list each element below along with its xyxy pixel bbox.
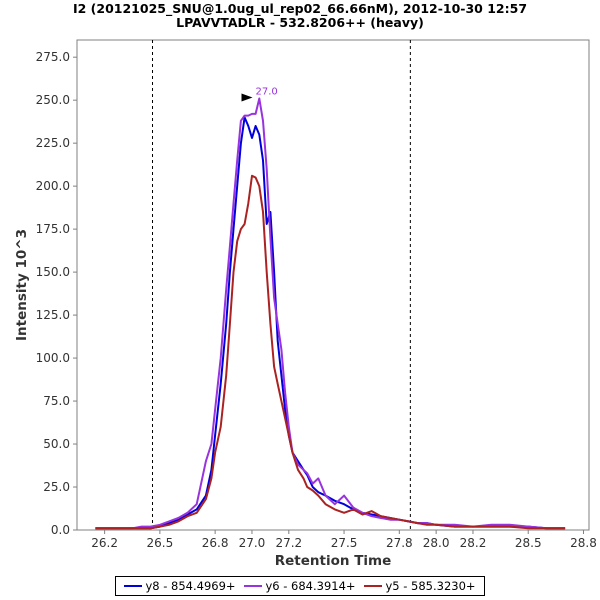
chart-legend: y8 - 854.4969+ y6 - 684.3914+ y5 - 585.3… — [115, 576, 485, 596]
legend-swatch-y8 — [124, 585, 143, 587]
y-tick-label: 200.0 — [36, 179, 70, 193]
chart-subtitle: LPAVVTADLR - 532.8206++ (heavy) — [176, 15, 424, 30]
plot-area-frame — [76, 39, 590, 531]
series-line-y8 — [95, 116, 566, 530]
x-tick-label: 27.5 — [331, 536, 358, 550]
legend-label-y5: y5 - 585.3230+ — [385, 579, 476, 593]
y-tick-label: 225.0 — [36, 136, 70, 150]
y-tick-label: 0.0 — [51, 523, 70, 537]
x-tick-label: 28.5 — [515, 536, 542, 550]
y-axis-label: Intensity 10^3 — [14, 229, 30, 341]
peak-arrow-icon — [241, 93, 253, 102]
chromatogram-chart: 27.0 0.0 25.0 50.0 75.0 100.0 125.0 150.0 175.0… — [14, 39, 597, 569]
legend-swatch-y6 — [244, 585, 263, 587]
y-tick-label: 175.0 — [36, 222, 70, 236]
series-line-y5 — [95, 174, 566, 530]
y-tick-label: 125.0 — [36, 308, 70, 322]
legend-item-y6: y6 - 684.3914+ — [244, 579, 356, 593]
x-tick-label: 28.2 — [460, 536, 487, 550]
y-tick-label: 75.0 — [43, 394, 70, 408]
x-tick-label: 28.0 — [423, 536, 450, 550]
legend-swatch-y5 — [364, 585, 383, 587]
chart-title: I2 (20121025_SNU@1.0ug_ul_rep02_66.66nM)… — [72, 1, 528, 16]
y-tick-label: 250.0 — [36, 93, 70, 107]
legend-label-y6: y6 - 684.3914+ — [265, 579, 356, 593]
y-tick-label: 50.0 — [43, 437, 70, 451]
legend-item-y8: y8 - 854.4969+ — [124, 579, 236, 593]
series-line-y6 — [95, 97, 566, 530]
y-tick-label: 275.0 — [36, 50, 70, 64]
y-tick-label: 25.0 — [43, 480, 70, 494]
x-axis-label: Retention Time — [275, 553, 392, 569]
legend-label-y8: y8 - 854.4969+ — [145, 579, 236, 593]
y-tick-label: 150.0 — [36, 265, 70, 279]
legend-item-y5: y5 - 585.3230+ — [364, 579, 476, 593]
x-tick-label: 27.0 — [239, 536, 266, 550]
x-tick-label: 27.2 — [275, 536, 302, 550]
x-tick-label: 26.2 — [91, 536, 118, 550]
y-tick-label: 100.0 — [36, 351, 70, 365]
x-tick-label: 26.5 — [147, 536, 174, 550]
peak-annotation-label: 27.0 — [255, 86, 277, 97]
x-tick-label: 27.8 — [386, 536, 413, 550]
x-tick-label: 26.8 — [202, 536, 229, 550]
x-tick-label: 28.8 — [570, 536, 597, 550]
